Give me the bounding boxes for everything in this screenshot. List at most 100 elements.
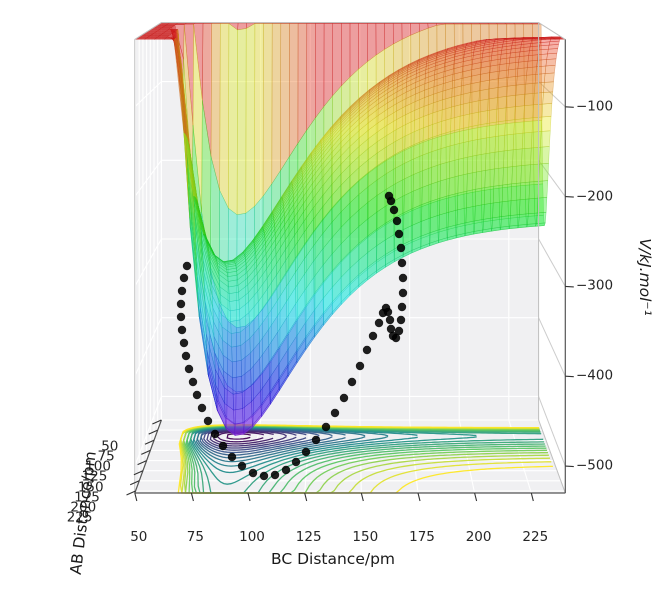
surface-quad	[231, 360, 242, 379]
surface-quad	[271, 23, 282, 185]
surface-quad	[527, 212, 538, 225]
z-tick-label: −400	[576, 367, 614, 384]
surface-quad	[527, 60, 538, 68]
surface-quad	[439, 177, 450, 199]
surface-quad	[349, 23, 359, 78]
y-tick-label: 50	[101, 438, 119, 455]
trajectory-dot	[227, 452, 237, 462]
grid-line	[538, 160, 566, 197]
trajectory-dot	[176, 299, 186, 309]
surface-quad	[439, 195, 450, 216]
trajectory-dot	[210, 429, 220, 439]
grid-line	[538, 81, 566, 108]
y-tick-label: 175	[74, 488, 100, 505]
surface-quad	[469, 100, 480, 115]
surface-quad	[229, 309, 241, 322]
grid-line	[565, 285, 574, 288]
surface-quad	[231, 345, 242, 363]
surface-quad	[233, 422, 244, 435]
surface-quad	[503, 133, 515, 152]
grid-line	[134, 396, 162, 467]
surface-quad	[456, 207, 467, 226]
grid-line	[126, 490, 136, 496]
surface-quad	[520, 164, 531, 184]
surface-quad	[233, 408, 244, 425]
surface-quad	[524, 82, 536, 95]
trajectory-dot	[270, 470, 280, 480]
surface-quad	[516, 75, 527, 86]
surface-quad	[459, 113, 470, 130]
surface-quad	[521, 131, 533, 150]
grid-line	[133, 470, 144, 476]
trajectory-dot	[362, 345, 372, 355]
y-tick-label: 125	[81, 468, 108, 485]
trajectory-dot	[394, 326, 404, 336]
grid-line	[530, 492, 534, 502]
surface-quad	[163, 38, 176, 40]
surface-quad	[449, 158, 460, 179]
surface-quad	[430, 180, 441, 202]
grid-line	[304, 492, 308, 502]
surface-quad	[332, 23, 342, 97]
surface-quad	[468, 124, 479, 142]
trajectory-dot	[237, 461, 247, 471]
grid-lines	[134, 22, 566, 494]
surface-quad	[534, 73, 546, 84]
grid-line	[538, 238, 566, 287]
y-tick-label: 225	[66, 509, 93, 526]
surface-quad	[495, 107, 507, 123]
box-edges	[134, 22, 566, 494]
surface-quad	[495, 120, 506, 137]
surface-quad	[458, 141, 469, 160]
grid-line	[137, 460, 147, 466]
surface-quad	[528, 197, 539, 214]
surface-quad	[475, 187, 486, 207]
trajectory-dot	[398, 288, 408, 298]
trajectory-dot	[311, 435, 321, 445]
surface-quad	[531, 116, 543, 133]
grid-line	[134, 238, 162, 287]
grid-line	[152, 419, 162, 425]
grid-line	[144, 439, 155, 445]
surface-quad	[297, 23, 308, 145]
contour-line	[206, 429, 297, 449]
surface-quad	[487, 97, 498, 111]
surface-quad	[500, 215, 511, 228]
contour-line	[209, 429, 287, 447]
surface-quad	[358, 23, 368, 70]
surface-quad	[536, 212, 547, 224]
surface-quad	[230, 319, 241, 334]
surface-quad	[474, 204, 485, 222]
trajectory-dot	[177, 286, 187, 296]
surface-quad	[505, 94, 517, 109]
trajectory-dot	[355, 361, 365, 371]
trajectory-dot	[339, 393, 349, 403]
y-tick-label: 100	[85, 458, 111, 475]
grid-line	[141, 449, 151, 455]
surface-quad	[485, 151, 496, 171]
surface-quad	[521, 147, 532, 166]
surface-quad	[492, 201, 503, 219]
surface-quad	[232, 392, 243, 411]
trajectory-dot	[398, 273, 408, 283]
trajectory-dot	[248, 468, 258, 478]
surface-quad	[492, 184, 504, 204]
surface-quad	[232, 376, 243, 395]
surface-quad	[458, 156, 469, 177]
surface-quad	[466, 171, 477, 192]
contour-line	[203, 428, 307, 451]
grid-line	[538, 419, 566, 494]
surface-quad	[487, 87, 499, 100]
surface-quad	[482, 217, 493, 231]
surface-quad	[491, 216, 502, 229]
surface-quad	[534, 82, 545, 94]
trajectory-dot	[368, 331, 378, 341]
tick-marks	[126, 106, 574, 502]
surface-quad	[539, 146, 550, 165]
surface-quad	[467, 154, 478, 175]
surface-quad	[514, 105, 525, 120]
surface-quad	[540, 130, 551, 148]
surface-quad	[430, 197, 441, 219]
surface-quad	[501, 200, 512, 217]
